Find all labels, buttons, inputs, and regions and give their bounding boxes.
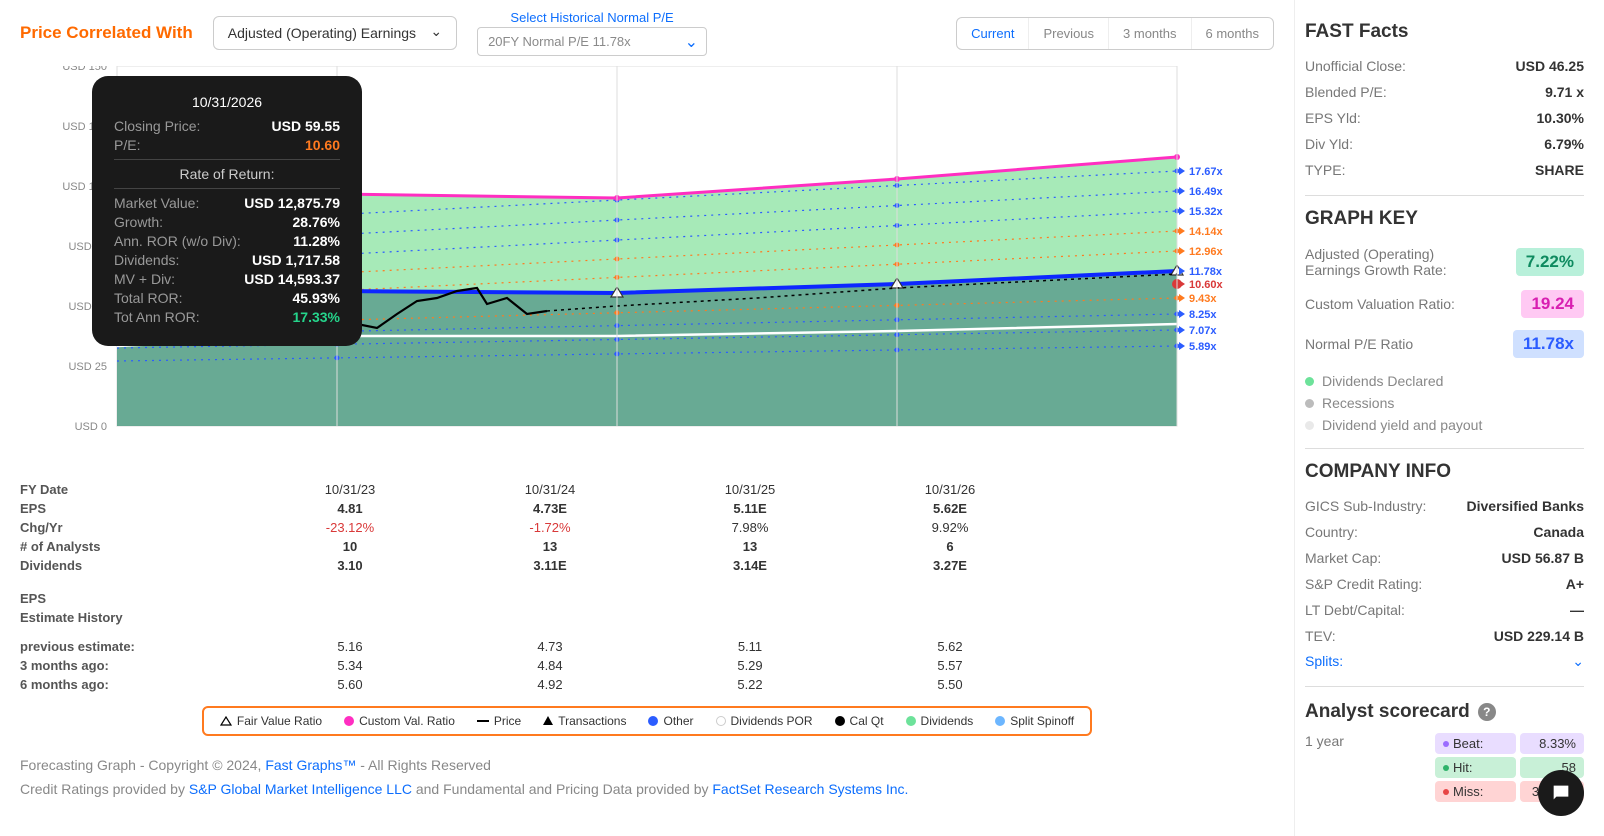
footer-text: and Fundamental and Pricing Data provide… [416, 781, 713, 797]
svg-text:11.78x: 11.78x [1189, 266, 1223, 278]
legend-item[interactable]: Split Spinoff [995, 714, 1074, 728]
chart-legend: Fair Value Ratio Custom Val. Ratio Price Tr… [202, 706, 1092, 736]
data-table: FY Date10/31/2310/31/2410/31/2510/31/26E… [20, 480, 1274, 694]
legend-item[interactable]: Fair Value Ratio [220, 714, 322, 728]
chart-tooltip: 10/31/2026Closing Price:USD 59.55P/E:10.… [92, 76, 362, 346]
time-tabs: CurrentPrevious3 months6 months [956, 17, 1274, 50]
splits-toggle[interactable]: Splits: ⌄ [1305, 649, 1584, 674]
help-icon[interactable]: ? [1478, 703, 1496, 721]
legend-item[interactable]: Other [648, 714, 693, 728]
svg-text:7.07x: 7.07x [1189, 325, 1217, 337]
footer-text: - All Rights Reserved [360, 757, 491, 773]
footer-text: Forecasting Graph - Copyright © 2024, [20, 757, 265, 773]
legend-item[interactable]: Transactions [543, 714, 626, 728]
tab-6-months[interactable]: 6 months [1192, 18, 1273, 49]
legend-item[interactable]: Dividends [906, 714, 974, 728]
page-title: Price Correlated With [20, 23, 193, 43]
svg-text:17.67x: 17.67x [1189, 166, 1224, 178]
tab-3-months[interactable]: 3 months [1109, 18, 1191, 49]
splits-label: Splits: [1305, 653, 1343, 670]
svg-text:10.60x: 10.60x [1189, 279, 1224, 291]
scorecard-title-text: Analyst scorecard [1305, 701, 1470, 723]
chevron-down-icon: ⌄ [1572, 653, 1584, 670]
chart-area: USD 150USD 125USD 100USD 75USD 50USD 25U… [20, 66, 1274, 476]
hist-select[interactable]: 20FY Normal P/E 11.78x [477, 27, 707, 56]
svg-text:USD 150: USD 150 [62, 66, 107, 73]
earnings-dropdown[interactable]: Adjusted (Operating) Earnings [213, 16, 457, 50]
sp-link[interactable]: S&P Global Market Intelligence LLC [189, 781, 412, 797]
svg-text:USD 25: USD 25 [68, 361, 107, 373]
footer: Forecasting Graph - Copyright © 2024, Fa… [20, 754, 1274, 802]
tab-current[interactable]: Current [957, 18, 1029, 49]
legend-item[interactable]: Price [477, 714, 521, 728]
hist-label: Select Historical Normal P/E [477, 10, 707, 25]
chat-icon[interactable] [1538, 770, 1584, 816]
svg-text:8.25x: 8.25x [1189, 309, 1217, 321]
svg-text:16.49x: 16.49x [1189, 186, 1224, 198]
svg-text:15.32x: 15.32x [1189, 206, 1224, 218]
svg-text:USD 0: USD 0 [75, 421, 107, 433]
legend-item[interactable]: Dividends POR [716, 714, 813, 728]
svg-text:5.89x: 5.89x [1189, 341, 1217, 353]
scorecard-period: 1 year [1305, 733, 1435, 749]
svg-text:12.96x: 12.96x [1189, 246, 1224, 258]
graphkey-title: GRAPH KEY [1305, 208, 1584, 230]
facts-title: FAST Facts [1305, 21, 1584, 43]
footer-text: Credit Ratings provided by [20, 781, 189, 797]
fast-graphs-link[interactable]: Fast Graphs™ [265, 757, 356, 773]
scorecard-title: Analyst scorecard ? [1305, 701, 1584, 723]
legend-item[interactable]: Custom Val. Ratio [344, 714, 455, 728]
svg-text:9.43x: 9.43x [1189, 293, 1217, 305]
svg-text:14.14x: 14.14x [1189, 226, 1224, 238]
factset-link[interactable]: FactSet Research Systems Inc. [712, 781, 908, 797]
tab-previous[interactable]: Previous [1029, 18, 1109, 49]
company-title: COMPANY INFO [1305, 461, 1584, 483]
legend-item[interactable]: Cal Qt [835, 714, 884, 728]
